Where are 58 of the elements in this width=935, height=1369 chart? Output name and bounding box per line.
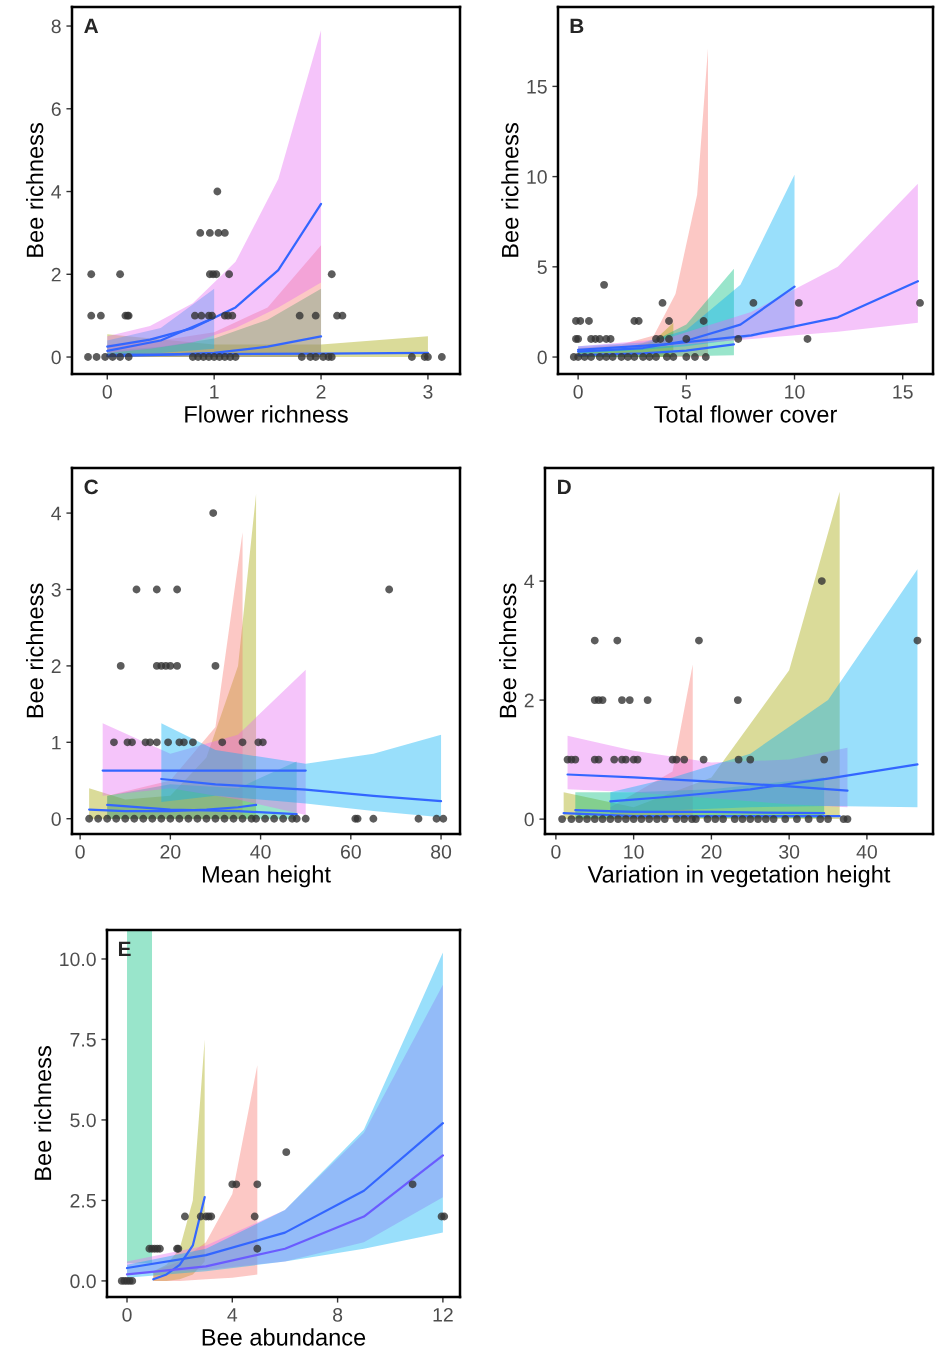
x-tick-label: 4 — [227, 1308, 238, 1322]
y-tick-label: 2 — [524, 693, 534, 708]
y-tick-label: 0.0 — [70, 1274, 96, 1289]
y-tick-label: 6 — [51, 102, 61, 117]
y-tick-label: 4 — [51, 506, 62, 521]
x-tick-label: 20 — [701, 844, 722, 859]
y-tick-label: 0 — [51, 812, 61, 826]
chart-title: E — [118, 941, 131, 957]
x-tick-label: 15 — [893, 385, 913, 399]
chart-title: A — [84, 18, 99, 34]
y-tick-label: 1 — [52, 735, 61, 750]
x-tick-label: 80 — [431, 844, 452, 859]
x-axis-title: Mean height — [202, 865, 331, 888]
x-tick-label: 3 — [423, 384, 433, 399]
chart-title: B — [570, 18, 584, 34]
x-tick-label: 40 — [856, 844, 877, 859]
y-axis-title: Bee richness — [25, 123, 44, 257]
x-tick-label: 10 — [624, 844, 644, 859]
x-axis-title: Variation in vegetation height — [587, 865, 891, 888]
x-tick-label: 5 — [681, 385, 691, 399]
x-tick-label: 2 — [316, 384, 326, 399]
y-tick-label: 0 — [537, 350, 547, 365]
y-tick-label: 5 — [537, 260, 547, 275]
x-tick-label: 10 — [785, 384, 805, 399]
y-axis-title: Bee richness — [501, 123, 519, 257]
y-tick-label: 15 — [527, 80, 547, 94]
y-tick-label: 7.5 — [70, 1033, 96, 1047]
x-tick-label: 0 — [102, 384, 112, 399]
y-tick-label: 3 — [51, 582, 61, 597]
x-axis-title: Total flower cover — [654, 405, 837, 423]
x-tick-label: 30 — [779, 844, 800, 859]
chart-title: C — [84, 479, 99, 495]
y-tick-label: 8 — [51, 19, 61, 34]
y-axis-title: Bee richness — [498, 583, 517, 718]
x-axis-title: Flower richness — [185, 405, 348, 423]
x-tick-label: 1 — [210, 385, 219, 399]
x-tick-label: 20 — [160, 844, 181, 859]
y-tick-label: 2 — [51, 659, 61, 673]
y-tick-label: 2 — [51, 267, 61, 282]
x-tick-label: 0 — [573, 384, 583, 399]
x-tick-label: 0 — [551, 844, 561, 859]
y-tick-label: 10.0 — [60, 952, 96, 967]
y-tick-label: 5.0 — [70, 1113, 96, 1128]
y-tick-label: 0 — [524, 812, 534, 827]
y-tick-label: 2.5 — [70, 1193, 96, 1208]
y-axis-title: Bee richness — [33, 1046, 52, 1180]
x-tick-label: 0 — [122, 1307, 132, 1322]
x-tick-label: 40 — [250, 844, 271, 859]
x-axis-title: Bee abundance — [202, 1328, 366, 1346]
y-tick-label: 4 — [524, 574, 535, 589]
x-tick-label: 12 — [433, 1307, 453, 1322]
x-tick-label: 60 — [340, 844, 361, 859]
y-tick-label: 0 — [51, 350, 61, 365]
y-tick-label: 10 — [527, 170, 547, 184]
y-axis-title: Bee richness — [25, 583, 44, 718]
y-tick-label: 4 — [51, 185, 62, 199]
x-tick-label: 8 — [333, 1307, 343, 1322]
chart-title: D — [558, 479, 571, 495]
